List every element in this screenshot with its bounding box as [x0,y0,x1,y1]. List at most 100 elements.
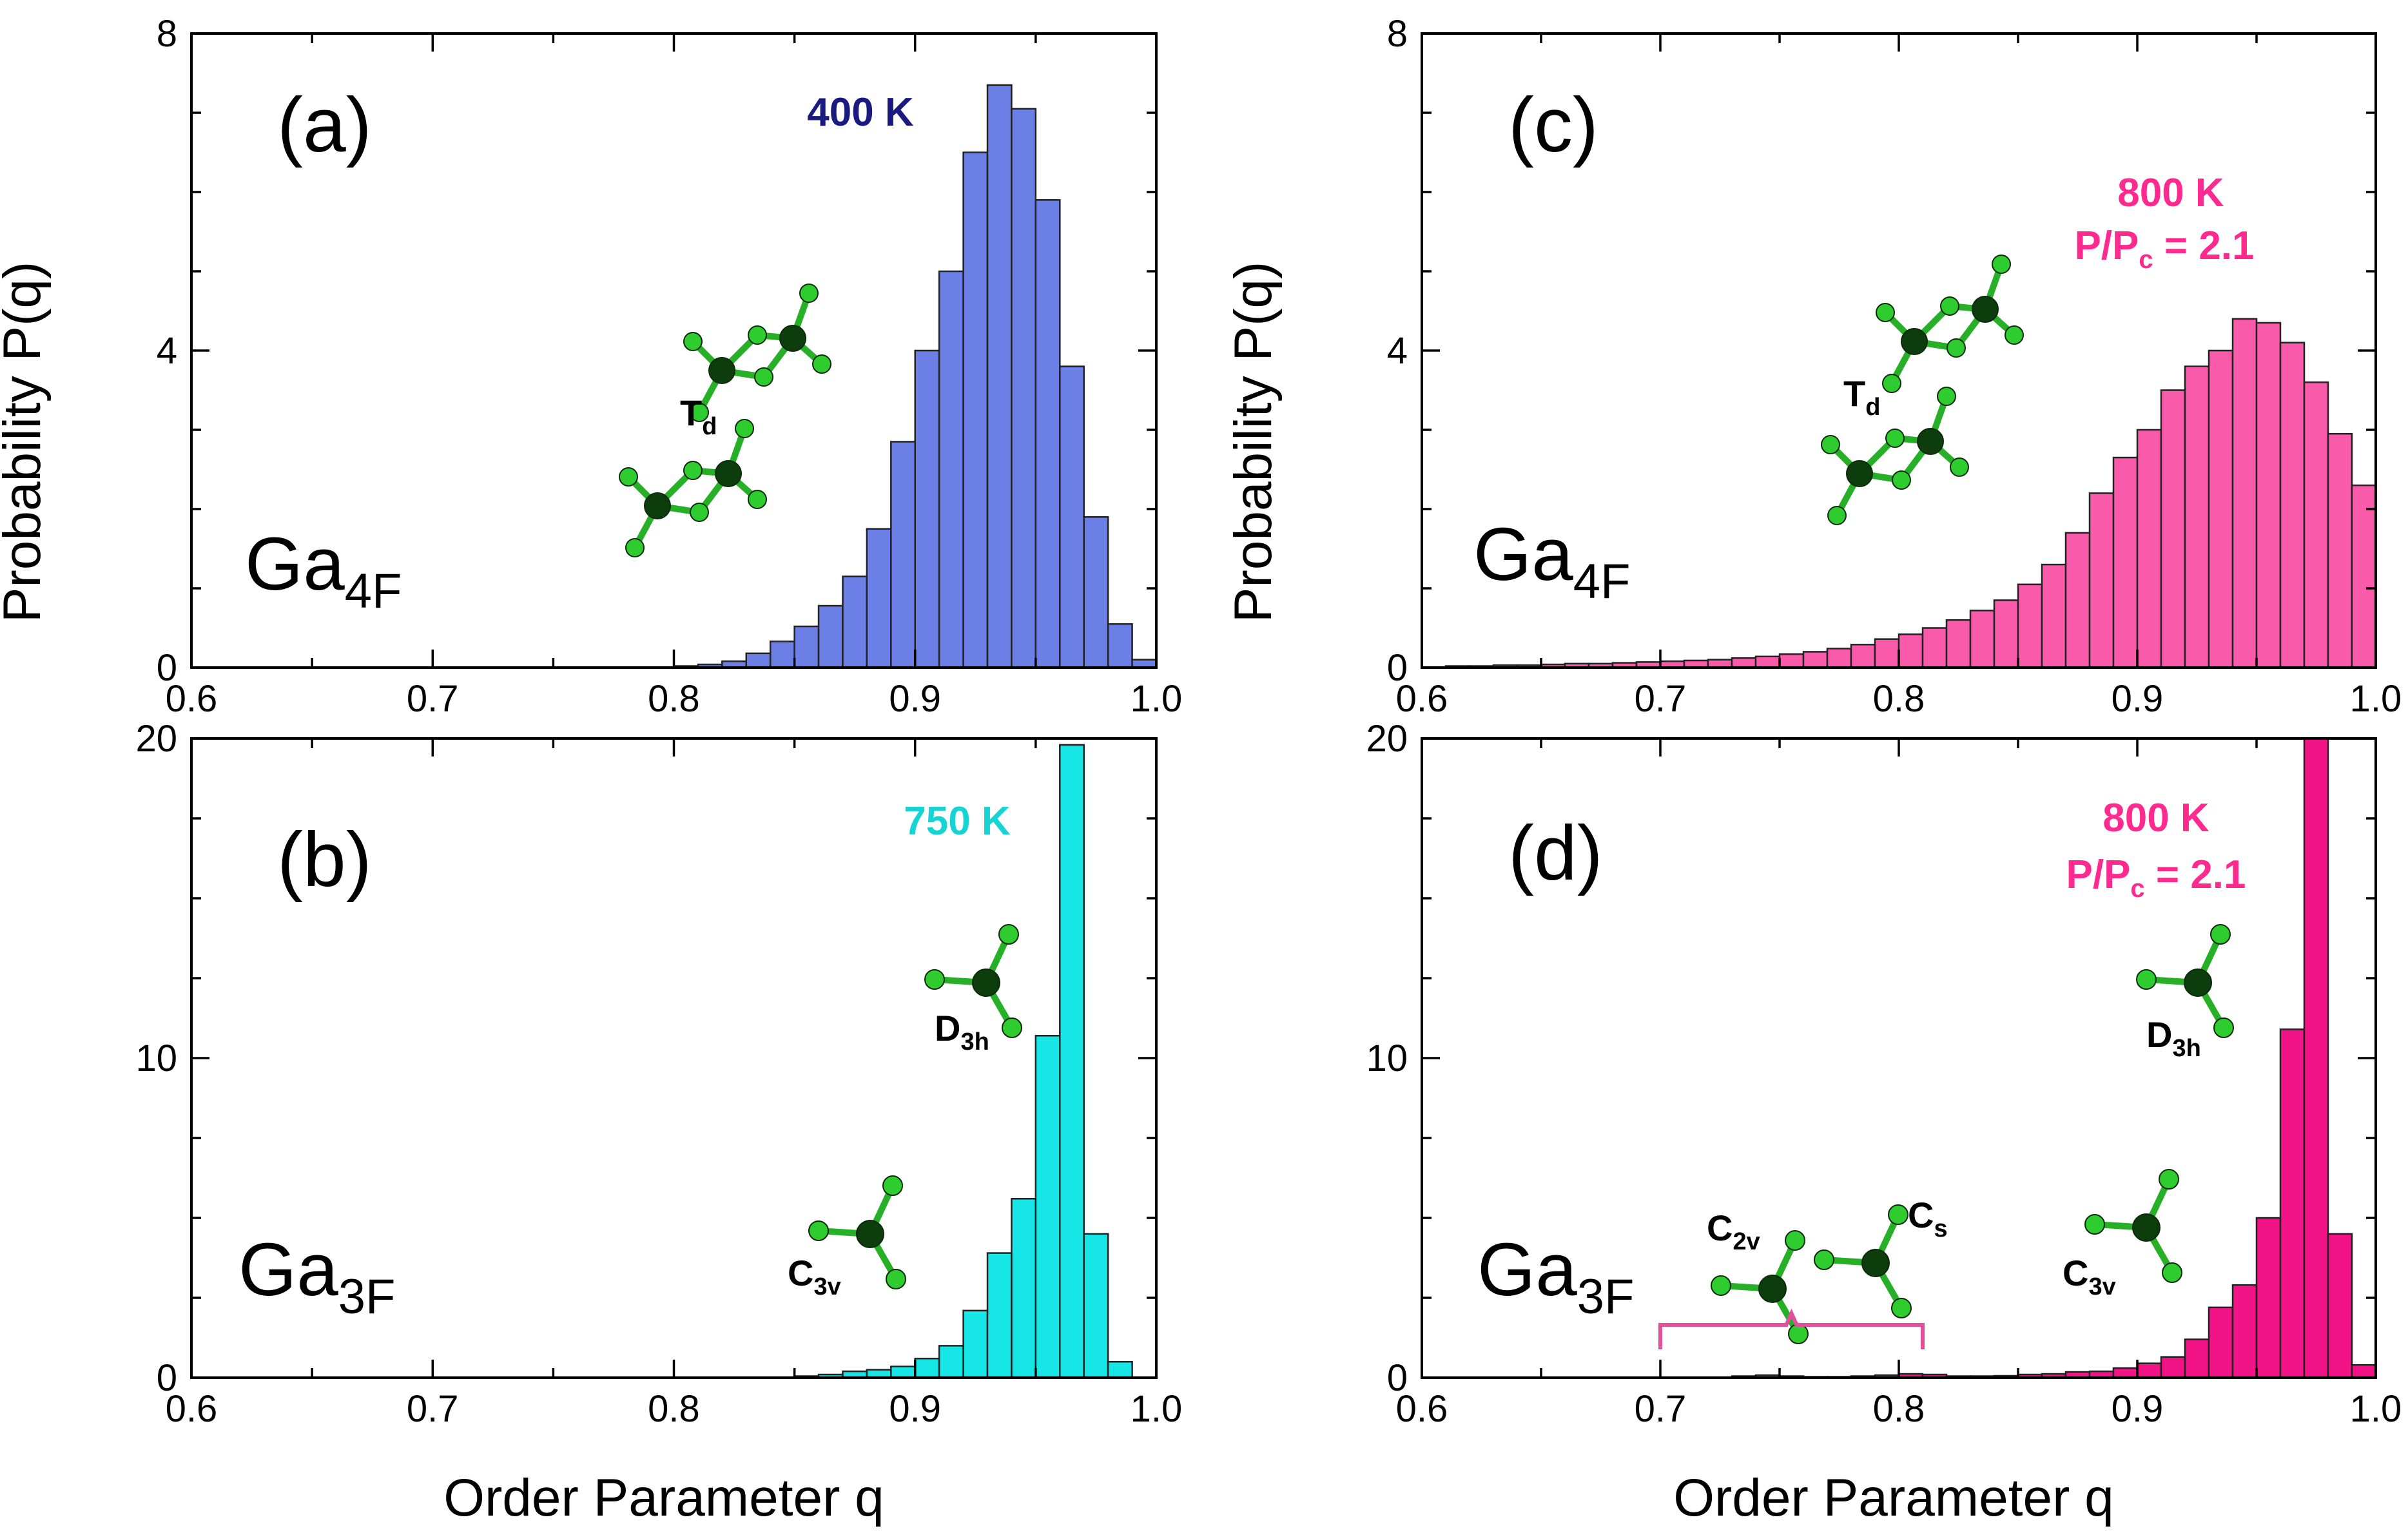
x-tick-label: 0.6 [1396,1388,1448,1430]
ga-atom [1861,1249,1890,1277]
f-atom [625,538,645,557]
histogram-bar [842,575,868,669]
panel-a: 0.6 0.7 0.8 0.9 1.0 0 4 8 (a) Ga4F 400 K Td [157,13,1183,720]
histogram-bar [1083,1233,1109,1379]
histogram-bar [2136,1362,2162,1379]
symmetry-subscript: 3h [2172,1035,2200,1062]
y-tick-label: 0 [157,1357,177,1399]
annotation-line: 750 K [904,799,1011,844]
species-subscript: 4F [1573,554,1631,609]
symmetry-subscript: s [1934,1215,1947,1242]
annotation-text: P/P [2074,224,2139,268]
ga-atom [1972,296,1999,323]
x-tick-label: 0.9 [889,678,941,720]
histogram-bar [1850,644,1876,669]
annotation-subscript: c [2139,246,2153,274]
f-atom [754,367,773,387]
histogram-bar [2279,1028,2306,1379]
x-tick-label: 0.8 [648,678,700,720]
histogram-bar [2327,432,2353,669]
f-atom [1821,435,1840,454]
histogram-bar [1874,638,1900,669]
molecule-c3v [808,1175,906,1289]
x-tick-label: 0.6 [166,1388,218,1430]
histogram-bar [1826,648,1852,669]
histogram-bar [2136,429,2162,669]
bars-b [793,744,1133,1379]
molecule-d3h [2136,924,2234,1038]
histogram-bar [2160,1356,2186,1379]
histogram-bar [2303,737,2329,1379]
x-tick-label: 0.7 [1635,1388,1687,1430]
symmetry-base: T [680,392,702,433]
species-label: Ga4F [245,522,402,619]
annotation-line: 800 K [2102,796,2209,840]
molecule-c3v [2084,1169,2182,1283]
symmetry-subscript: 3v [2088,1273,2115,1300]
ga-atom [1846,460,1873,487]
annotation-text: P/P [2066,853,2130,897]
histogram-bar [1993,599,2019,669]
molecule-td [1876,255,2024,393]
f-atom [1814,1249,1834,1270]
symmetry-subscript: 3v [813,1273,840,1300]
ga-atom [1917,428,1944,455]
symmetry-label-td: Td [1843,373,1880,421]
y-axis-label-right: Probability P(q) [1224,262,1283,623]
symmetry-subscript: d [702,413,717,440]
symmetry-label-td: Td [680,392,717,440]
panel-b: 0.6 0.7 0.8 0.9 1.0 0 10 20 (b) Ga3F 750 K D3h C3v [135,718,1182,1430]
species-label: Ga3F [1477,1228,1634,1324]
histogram-bar [2351,1364,2377,1379]
histogram-bar [2064,532,2091,669]
histogram-bar [1921,627,1948,669]
f-atom [799,284,819,303]
f-atom [1892,470,1911,490]
histogram-bar [914,1357,940,1379]
x-tick-label: 0.7 [407,1388,459,1430]
annotation-line: 400 K [807,90,914,135]
histogram-bar [2160,389,2186,669]
species-label: Ga3F [238,1228,395,1324]
histogram-bar [2327,1233,2353,1379]
f-atom [886,1269,906,1289]
range-bracket [1658,1308,1925,1349]
panel-label: (a) [277,82,372,168]
symmetry-base: C [788,1253,813,1293]
f-atom [2084,1214,2105,1235]
f-atom [1827,506,1847,525]
histogram-bar [1083,516,1109,669]
ga-atom [779,325,806,352]
molecule-cs [1814,1204,1912,1318]
f-atom [735,419,754,438]
x-tick-label: 0.9 [889,1388,941,1430]
y-axis-label-left: Probability P(q) [0,262,52,623]
panel-label: (d) [1508,810,1603,896]
histogram-bar [2279,342,2306,669]
histogram-bar [1059,744,1085,1379]
symmetry-subscript: 2v [1733,1228,1760,1255]
histogram-bar [962,151,989,669]
symmetry-subscript: d [1865,394,1880,421]
y-tick-label: 0 [157,647,177,689]
histogram-bar [1107,623,1133,669]
y-tick-label: 8 [157,13,177,55]
f-atom [2213,1017,2234,1038]
f-atom [1788,1324,1809,1344]
histogram-bar [1731,657,1757,669]
f-atom [1992,255,2011,274]
f-atom [1950,458,1969,477]
x-tick-label: 0.8 [1873,1388,1925,1430]
species-label: Ga4F [1473,512,1630,609]
f-atom [1711,1275,1731,1296]
panel-d: 0.6 0.7 0.8 0.9 1.0 0 10 20 (d) Ga3F 800 K P/Pc = 2… [1366,718,2402,1430]
f-atom [690,503,709,522]
species-subscript: 3F [1577,1269,1635,1324]
species-base: Ga [1473,512,1573,596]
f-atom [1937,387,1956,406]
ga-atom [2184,969,2212,997]
symmetry-label-c3v: C3v [2063,1253,2116,1300]
f-atom [1888,1204,1908,1225]
histogram-bar [2184,365,2210,669]
